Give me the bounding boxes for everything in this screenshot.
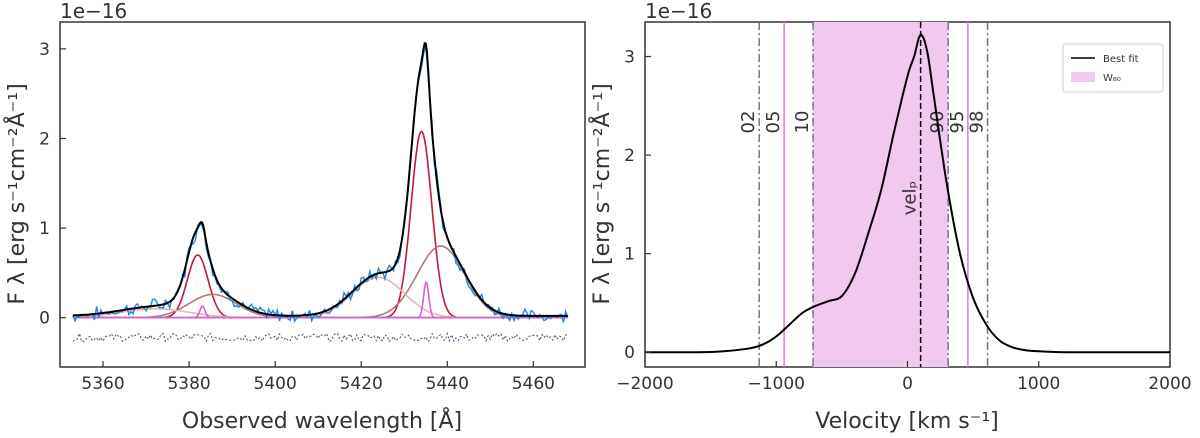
left-total-fit xyxy=(72,42,568,317)
left-x-tick-label: 5380 xyxy=(167,374,210,394)
left-y-tick-label: 1 xyxy=(39,219,50,239)
left-gauss-component-3-1 xyxy=(72,281,568,319)
right-y-tick-label: 1 xyxy=(624,245,635,265)
right-y-ticks: 0 1 2 3 xyxy=(624,48,651,363)
left-gauss-component-0-1 xyxy=(72,130,568,319)
left-plot-frame xyxy=(59,21,586,368)
right-y-tick-label: 0 xyxy=(624,343,635,363)
legend: Best fit W₈₀ xyxy=(1062,43,1164,93)
legend-box xyxy=(1062,43,1164,93)
right-y-multiplier: 1e−16 xyxy=(645,0,712,23)
percentile-label-95: 95 xyxy=(947,111,968,134)
left-observed-spectrum xyxy=(72,46,569,324)
right-x-axis-label: Velocity [km s⁻¹] xyxy=(815,409,999,434)
right-x-ticks: −2000 −1000 0 1000 2000 xyxy=(616,361,1192,394)
legend-w80-swatch xyxy=(1071,72,1095,82)
peak-velocity-label: velₚ xyxy=(900,181,921,215)
right-y-axis-label: F λ [erg s⁻¹cm⁻²Å⁻¹] xyxy=(588,83,615,304)
left-residuals xyxy=(72,331,569,343)
right-x-tick-label: 1000 xyxy=(1017,374,1060,394)
left-y-ticks: 0 1 2 3 xyxy=(39,40,66,329)
left-x-axis-label: Observed wavelength [Å] xyxy=(182,407,462,434)
left-x-tick-label: 5360 xyxy=(81,374,124,394)
best-fit-line xyxy=(644,33,1170,354)
left-x-tick-label: 5400 xyxy=(254,374,297,394)
left-x-ticks: 5360 5380 5400 5420 5440 5460 xyxy=(81,361,555,394)
left-x-tick-label: 5440 xyxy=(426,374,469,394)
percentile-label-02: 02 xyxy=(738,111,759,134)
left-y-axis-label: F λ [erg s⁻¹cm⁻²Å⁻¹] xyxy=(3,83,30,304)
right-x-tick-label: 0 xyxy=(902,374,913,394)
legend-w80-label: W₈₀ xyxy=(1103,73,1121,84)
right-x-tick-label: −2000 xyxy=(616,374,674,394)
right-x-tick-label: −1000 xyxy=(747,374,805,394)
percentile-label-10: 10 xyxy=(792,111,813,134)
percentile-label-98: 98 xyxy=(967,111,988,134)
left-x-tick-label: 5460 xyxy=(512,374,555,394)
left-y-tick-label: 3 xyxy=(39,40,50,60)
left-y-multiplier: 1e−16 xyxy=(60,0,127,23)
left-plot-area xyxy=(72,42,569,343)
right-y-tick-label: 3 xyxy=(624,48,635,68)
right-y-tick-label: 2 xyxy=(624,146,635,166)
legend-best-fit-label: Best fit xyxy=(1103,54,1139,65)
right-x-tick-label: 2000 xyxy=(1148,374,1191,394)
left-y-tick-label: 2 xyxy=(39,129,50,149)
left-x-tick-label: 5420 xyxy=(340,374,383,394)
left-y-tick-label: 0 xyxy=(39,309,50,329)
left-panel: 5360 5380 5400 5420 5440 5460 0 1 2 3 1e−16 Obse… xyxy=(3,0,586,434)
percentile-label-05: 05 xyxy=(763,111,784,134)
